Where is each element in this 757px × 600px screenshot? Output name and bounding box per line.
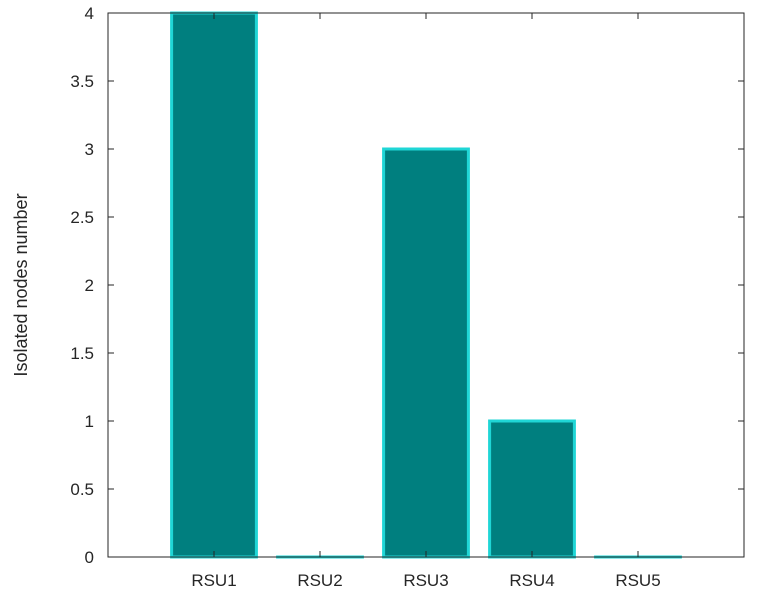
x-tick-label-rsu1: RSU1 xyxy=(191,571,236,590)
x-tick-label-rsu5: RSU5 xyxy=(615,571,660,590)
y-tick-label: 2 xyxy=(85,276,94,295)
y-tick-label: 3 xyxy=(85,140,94,159)
y-axis-label: Isolated nodes number xyxy=(11,193,31,376)
y-tick-label: 1.5 xyxy=(70,344,94,363)
y-tick-label: 0 xyxy=(85,548,94,567)
y-tick-label: 4 xyxy=(85,4,94,23)
y-tick-label: 3.5 xyxy=(70,72,94,91)
y-tick-label: 2.5 xyxy=(70,208,94,227)
y-tick-label: 0.5 xyxy=(70,480,94,499)
bar-rsu3 xyxy=(384,149,469,557)
bars-layer xyxy=(172,13,681,557)
bar-rsu1 xyxy=(172,13,257,557)
x-tick-label-rsu2: RSU2 xyxy=(297,571,342,590)
bar-rsu4 xyxy=(490,421,575,557)
y-tick-label: 1 xyxy=(85,412,94,431)
x-tick-label-rsu4: RSU4 xyxy=(509,571,554,590)
x-tick-label-rsu3: RSU3 xyxy=(403,571,448,590)
